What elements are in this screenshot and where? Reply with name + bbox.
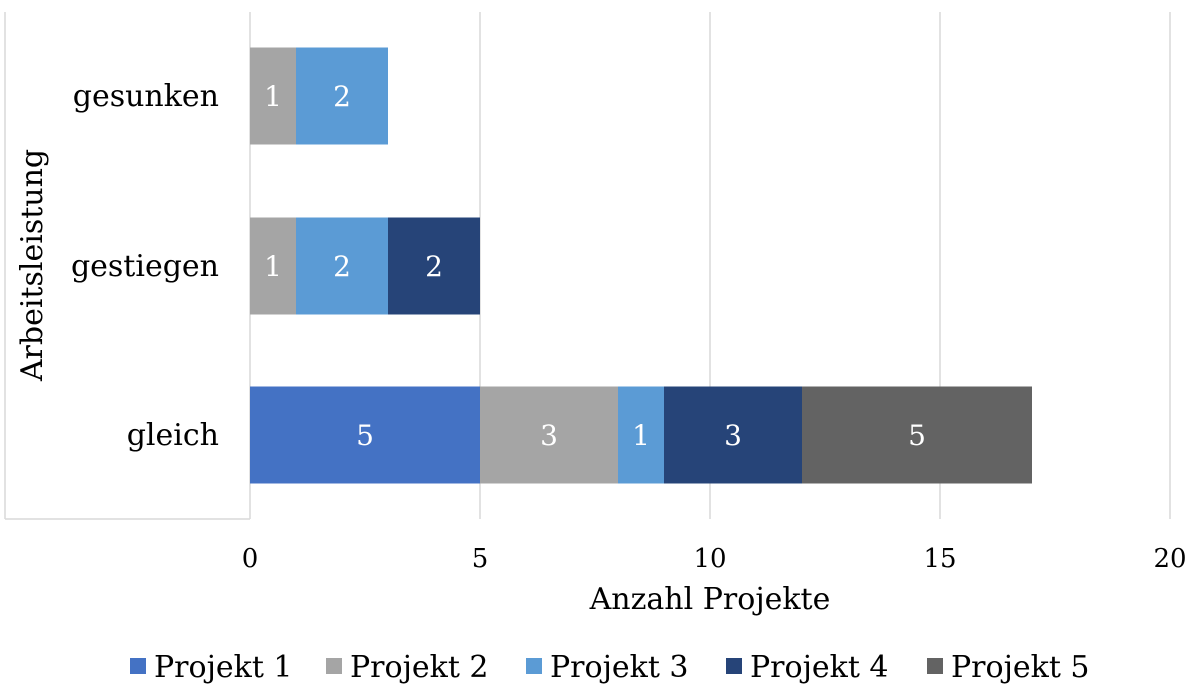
bar-segment — [802, 386, 1032, 484]
x-tick-label: 5 — [472, 544, 489, 574]
x-tick-label: 15 — [923, 544, 956, 574]
legend-swatch — [526, 658, 542, 674]
x-axis-title: Anzahl Projekte — [589, 582, 831, 617]
bar-data-label: 1 — [632, 419, 650, 452]
category-labels: gesunken gestiegen gleich — [71, 79, 219, 453]
bar-segment — [250, 386, 480, 484]
legend-swatch — [927, 658, 943, 674]
bar-data-label: 5 — [908, 419, 926, 452]
bar-segment — [480, 386, 618, 484]
bar-segment — [664, 386, 802, 484]
bar-data-label: 5 — [356, 419, 374, 452]
legend-label: Projekt 2 — [350, 650, 489, 685]
bars-group: 1 2 1 2 2 5 3 1 3 5 — [250, 47, 1032, 484]
bar-segment — [388, 217, 480, 315]
bar-data-label: 1 — [264, 250, 282, 283]
legend-swatch — [130, 658, 146, 674]
bar-data-label: 2 — [333, 250, 351, 283]
x-tick-label: 20 — [1153, 544, 1186, 574]
legend: Projekt 1 Projekt 2 Projekt 3 Projekt 4 Proj… — [130, 650, 1090, 685]
legend-label: Projekt 5 — [951, 650, 1090, 685]
bar-data-label: 1 — [264, 80, 282, 113]
legend-swatch — [326, 658, 342, 674]
bar-segment — [296, 217, 388, 315]
x-tick-labels: 0 5 10 15 20 — [242, 544, 1187, 574]
category-label-gleich: gleich — [127, 418, 219, 453]
bar-segment — [250, 217, 296, 315]
legend-label: Projekt 4 — [750, 650, 889, 685]
x-tick-label: 10 — [693, 544, 726, 574]
x-tick-label: 0 — [242, 544, 259, 574]
bar-segment — [250, 47, 296, 145]
category-label-gestiegen: gestiegen — [71, 249, 219, 284]
legend-label: Projekt 1 — [154, 650, 293, 685]
bar-data-label: 3 — [724, 419, 742, 452]
legend-label: Projekt 3 — [550, 650, 689, 685]
y-axis-title: Arbeitsleistung — [15, 149, 50, 382]
legend-swatch — [726, 658, 742, 674]
bar-data-label: 2 — [333, 80, 351, 113]
bar-segment — [296, 47, 388, 145]
category-label-gesunken: gesunken — [73, 79, 219, 114]
bar-data-label: 2 — [425, 250, 443, 283]
bar-segment — [618, 386, 664, 484]
bar-data-label: 3 — [540, 419, 558, 452]
